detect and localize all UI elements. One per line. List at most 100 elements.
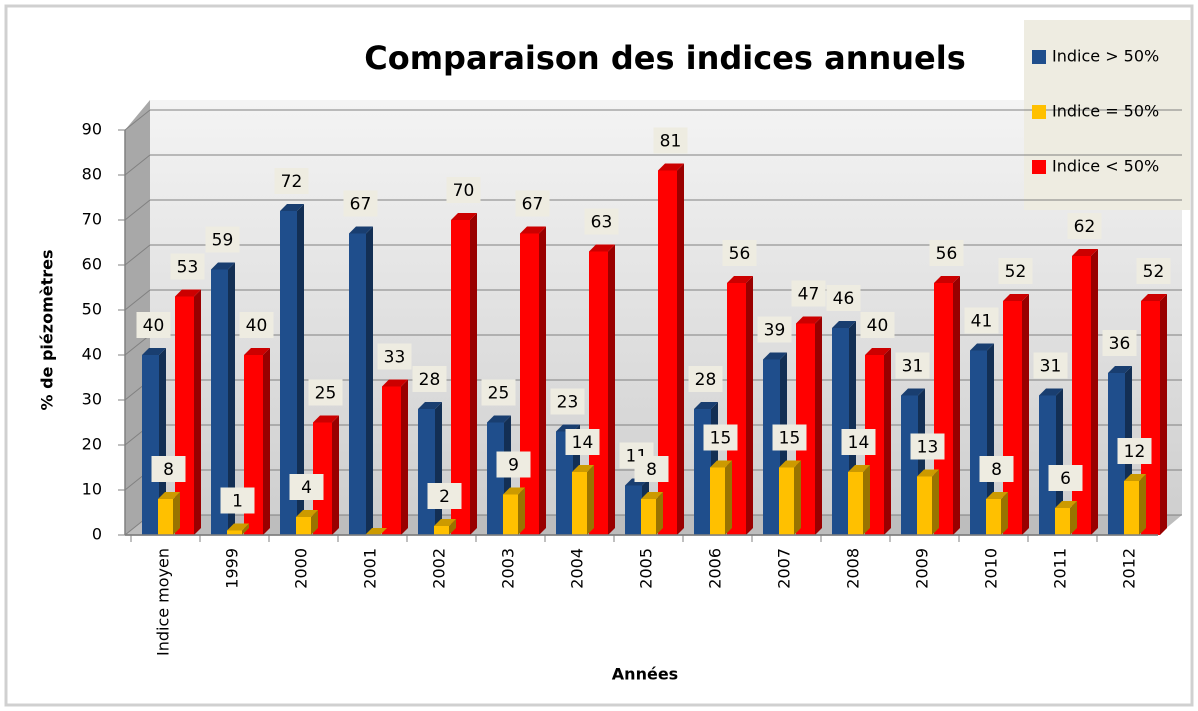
value-label-box — [964, 307, 999, 334]
value-label-box — [343, 190, 378, 217]
bar-side — [794, 460, 801, 535]
bar — [503, 494, 518, 535]
grid-line-side — [124, 289, 151, 311]
bar — [658, 170, 677, 535]
value-label: 39 — [764, 321, 786, 341]
y-tick-label: 0 — [92, 525, 102, 544]
value-label-box — [584, 208, 619, 235]
value-label-box — [703, 424, 738, 451]
bar-side — [1070, 501, 1077, 535]
grid-line-side — [124, 199, 151, 221]
bar — [434, 526, 449, 535]
value-label: 62 — [1074, 217, 1096, 237]
bar-top — [1072, 249, 1098, 256]
legend-label: Indice < 50% — [1052, 157, 1159, 176]
value-label-box — [722, 240, 757, 266]
bar — [418, 409, 435, 535]
y-tick-label: 20 — [82, 435, 102, 454]
value-label-box — [929, 240, 964, 266]
bar-top — [227, 523, 249, 531]
bar-top — [382, 379, 408, 387]
bar-side — [539, 226, 546, 535]
value-label: 81 — [660, 132, 682, 152]
bar — [1108, 373, 1125, 535]
value-label-box — [481, 379, 516, 406]
bar-side — [173, 492, 180, 535]
bar-side — [953, 276, 960, 535]
bar — [832, 328, 849, 535]
value-label-box — [151, 456, 186, 482]
value-label-box — [772, 424, 807, 451]
x-tick-label: Indice moyen — [154, 548, 173, 656]
bar-top — [280, 204, 304, 211]
bar — [227, 530, 242, 535]
value-label: 31 — [1040, 357, 1062, 377]
bar — [917, 476, 932, 535]
bar — [901, 395, 918, 535]
bar-top — [1039, 388, 1063, 396]
bar-side — [587, 465, 594, 535]
bar-top — [313, 415, 339, 423]
bar — [211, 269, 228, 535]
value-label-box — [791, 280, 826, 307]
bar-top — [589, 244, 615, 252]
value-label: 52 — [1143, 262, 1165, 282]
bar-top — [658, 163, 684, 171]
bar-side — [656, 492, 663, 535]
value-label: 14 — [848, 433, 870, 453]
bar-top — [848, 465, 870, 472]
value-label-box — [377, 343, 412, 370]
legend-swatch — [1032, 160, 1046, 174]
y-tick-label: 60 — [82, 255, 102, 274]
value-label: 13 — [917, 438, 939, 458]
bar-top — [763, 352, 787, 360]
value-label: 28 — [419, 370, 441, 390]
value-label: 2 — [439, 487, 450, 507]
value-label: 33 — [384, 348, 406, 368]
bar-top — [779, 460, 801, 468]
bar-top — [917, 469, 939, 477]
chart-title: Comparaison des indices annuels — [364, 39, 966, 77]
value-label: 28 — [695, 370, 717, 390]
bar-side — [435, 402, 442, 535]
value-label-box — [550, 388, 585, 415]
bar-side — [449, 519, 456, 535]
bar-side — [518, 487, 525, 535]
bar-side — [1001, 492, 1008, 535]
grid-line-side — [124, 244, 151, 266]
bar-side — [311, 510, 318, 535]
bar — [641, 499, 656, 535]
bar-top — [986, 492, 1008, 499]
value-label: 8 — [991, 460, 1002, 480]
x-tick-label: 2011 — [1051, 548, 1070, 589]
value-label: 12 — [1124, 442, 1146, 462]
y-tick-label: 70 — [82, 210, 102, 229]
value-label-box — [565, 429, 600, 455]
x-tick-label: 2006 — [706, 548, 725, 589]
value-label: 67 — [350, 195, 372, 215]
value-label: 46 — [833, 289, 855, 309]
value-label-box — [634, 456, 669, 482]
bar — [970, 350, 987, 535]
value-label: 15 — [710, 429, 732, 449]
value-label-box — [446, 177, 481, 203]
bar — [349, 233, 366, 535]
x-tick-label: 2008 — [844, 548, 863, 589]
bar-top — [211, 262, 235, 270]
bar-side — [1056, 388, 1063, 535]
value-label: 9 — [508, 456, 519, 476]
value-label: 41 — [971, 312, 993, 332]
y-tick-label: 50 — [82, 300, 102, 319]
bar — [142, 355, 159, 535]
bar-top — [349, 226, 373, 234]
y-tick-label: 30 — [82, 390, 102, 409]
bar-top — [1141, 294, 1167, 301]
value-label: 23 — [557, 393, 579, 413]
bar-top — [418, 402, 442, 409]
y-tick-label: 90 — [82, 120, 102, 139]
value-label: 63 — [591, 213, 613, 233]
bar — [1072, 256, 1091, 535]
bar-top — [641, 492, 663, 499]
bar — [1055, 508, 1070, 535]
